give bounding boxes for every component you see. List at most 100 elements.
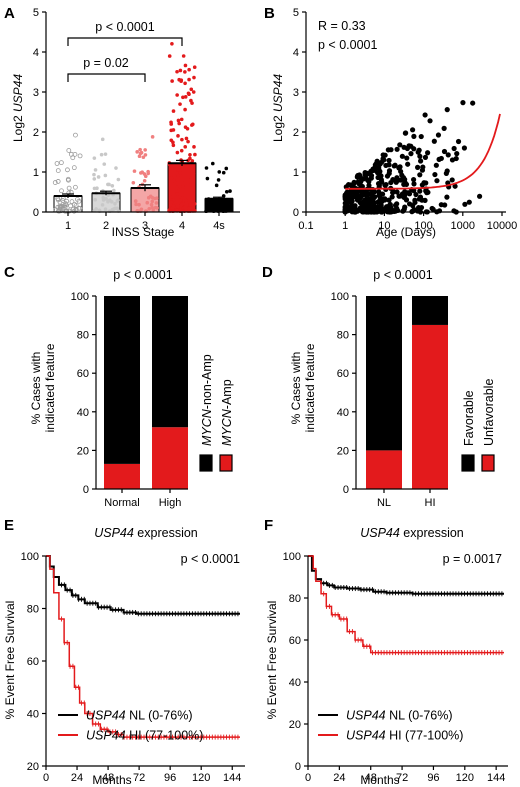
panel-f-ytick-label: 0: [295, 761, 301, 773]
panel-b-point: [344, 202, 350, 209]
panel-f-legend-label: USP44 HI (77-100%): [346, 729, 463, 743]
panel-letter-d: D: [262, 264, 273, 281]
panel-a-point: [176, 118, 181, 123]
panel-a-point: [204, 166, 209, 170]
panel-a-point: [147, 206, 152, 211]
panel-b: B Log2 USP44 0 1 2 3 4 5 0.1 1 10 100 1000 10000 R…: [264, 5, 517, 239]
panel-a-point: [109, 200, 114, 204]
panel-a-point: [116, 198, 120, 202]
panel-a-point: [65, 167, 70, 173]
panel-a-point: [172, 189, 177, 194]
panel-b-point: [397, 142, 403, 148]
panel-a-ytick-label: 4: [33, 47, 39, 59]
panel-f-ytick-label: 40: [289, 677, 301, 689]
panel-a-point: [192, 202, 197, 206]
panel-d-ytick-label: 20: [337, 445, 349, 457]
panel-f-xtick-label: 96: [427, 772, 439, 784]
panel-f-xtick-label: 72: [396, 772, 408, 784]
panel-a-xtick-label-4: 4: [179, 220, 185, 232]
panel-a-point: [183, 145, 188, 149]
panel-b-point: [422, 154, 429, 160]
panel-d-legend-swatch: [481, 454, 495, 472]
panel-letter-a: A: [4, 5, 15, 22]
panel-a-point: [69, 199, 75, 205]
panel-a-point: [54, 161, 60, 166]
panel-b-point: [365, 177, 371, 183]
panel-a-point: [224, 189, 229, 194]
panel-a-point: [99, 152, 104, 157]
panel-a-point: [65, 176, 71, 182]
panel-a-point: [192, 75, 196, 80]
panel-b-point: [419, 182, 425, 188]
panel-e-xtick-label: 72: [133, 772, 145, 784]
panel-a-point: [110, 183, 115, 188]
panel-c-pvalue: p < 0.0001: [113, 268, 172, 282]
panel-a-point: [77, 153, 83, 159]
panel-a-point: [176, 173, 180, 178]
panel-e-title: USP44 expression: [94, 526, 198, 540]
panel-d-legend-label: Favorable: [462, 390, 476, 446]
panel-a-point: [95, 186, 99, 191]
panel-a-ytick-label: 1: [33, 167, 39, 179]
panel-a-xtick-label-2: 2: [103, 220, 109, 232]
panel-b-point: [427, 118, 433, 124]
panel-b-fit-curve: [345, 113, 501, 190]
panel-a-point: [181, 95, 185, 100]
panel-b-point: [392, 202, 399, 208]
panel-a-point: [66, 185, 72, 191]
panel-a-point: [153, 205, 158, 210]
panel-b-point: [392, 162, 398, 168]
panel-a-point: [135, 150, 139, 154]
panel-a-point: [57, 203, 63, 209]
panel-b-point: [375, 199, 381, 205]
panel-a-point: [154, 201, 159, 205]
panel-a-point: [178, 171, 183, 175]
panel-a-xtick-label-1: 1: [65, 220, 71, 232]
panel-b-point: [476, 193, 483, 199]
panel-b-point: [418, 133, 424, 140]
panel-b-point: [445, 152, 451, 158]
panel-a-point: [218, 207, 222, 211]
panel-f-xtick-label: 120: [456, 772, 474, 784]
panel-a-point: [211, 208, 215, 212]
panel-b-point: [351, 208, 357, 214]
panel-b-ytick-label: 4: [293, 47, 299, 59]
panel-c-ytick-label: 60: [77, 368, 89, 380]
panel-c-xtick-label-High: High: [159, 497, 182, 509]
panel-a-point: [175, 150, 180, 155]
panel-a-point: [192, 145, 196, 149]
panel-a-point: [205, 176, 210, 181]
panel-a-point: [63, 202, 69, 208]
panel-b-xtick-label: 1000: [451, 220, 475, 232]
panel-b-point: [452, 183, 458, 189]
panel-a-point: [100, 137, 105, 142]
panel-a-point: [187, 169, 192, 174]
panel-letter-c: C: [4, 264, 15, 281]
panel-b-point: [356, 172, 363, 178]
panel-a-point: [180, 193, 185, 197]
panel-a-point: [139, 150, 144, 155]
panel-a-ylabel: Log2 USP44: [11, 74, 25, 142]
panel-b-point: [368, 191, 374, 197]
panel-a-point: [186, 139, 190, 144]
panel-f-ytick-label: 80: [289, 593, 301, 605]
panel-a-point: [178, 198, 183, 203]
panel-b-ytick-label: 3: [293, 87, 299, 99]
panel-a-point: [150, 205, 154, 210]
panel-c-legend-label: MYCN-non-Amp: [200, 354, 214, 446]
panel-a-yaxis: 0 1 2 3 4 5: [33, 7, 46, 219]
panel-c-bar-Normal-MYCN-Amp: [104, 463, 140, 489]
panel-b-ytick-label: 1: [293, 167, 299, 179]
panel-b-point: [432, 171, 438, 178]
panel-b-point: [368, 202, 375, 209]
panel-b-point: [418, 158, 424, 164]
panel-a-point: [179, 78, 184, 82]
panel-a-point: [169, 128, 174, 133]
panel-b-point: [461, 145, 468, 151]
panel-a-point: [206, 204, 211, 208]
panel-a-point: [175, 192, 180, 196]
panel-a-point: [224, 166, 229, 171]
panel-a-point: [112, 188, 116, 193]
panel-b-ylabel: Log2 USP44: [271, 74, 285, 142]
